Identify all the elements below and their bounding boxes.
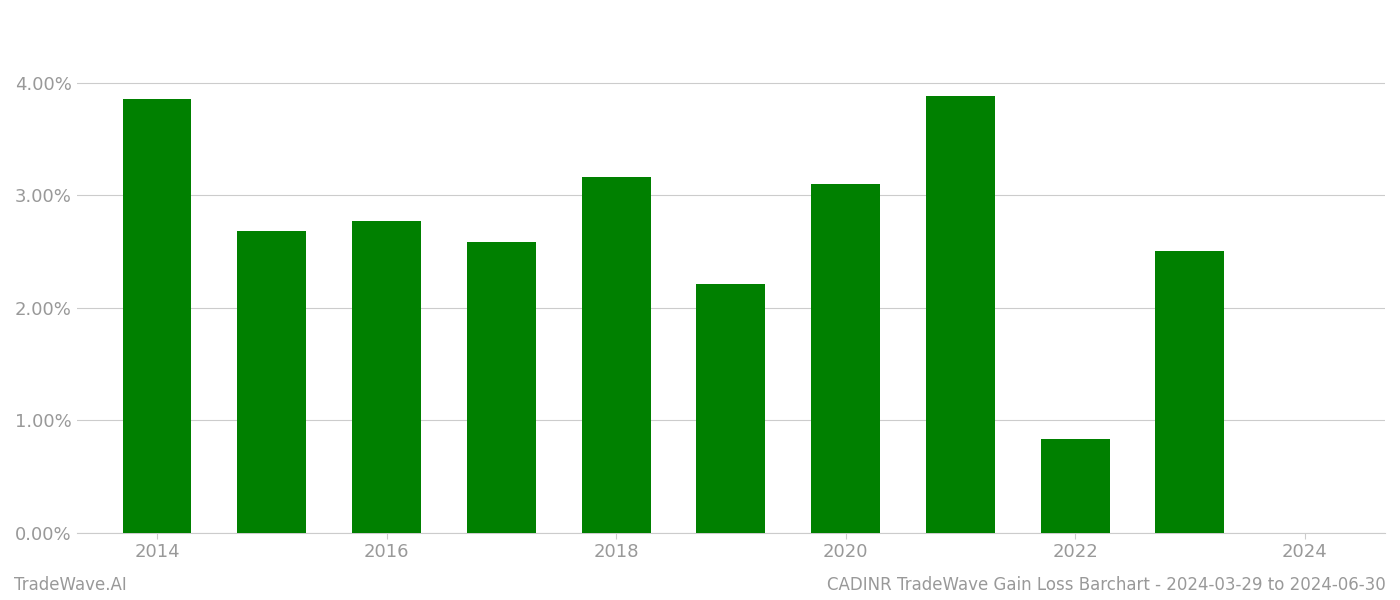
Bar (353, 221, 421, 533)
Bar (1155, 251, 1225, 533)
Bar (925, 96, 995, 533)
Text: CADINR TradeWave Gain Loss Barchart - 2024-03-29 to 2024-06-30: CADINR TradeWave Gain Loss Barchart - 20… (827, 576, 1386, 594)
Bar (1040, 439, 1110, 533)
Bar (581, 177, 651, 533)
Text: TradeWave.AI: TradeWave.AI (14, 576, 127, 594)
Bar (468, 242, 536, 533)
Bar (696, 284, 766, 533)
Bar (238, 231, 307, 533)
Bar (123, 100, 192, 533)
Bar (811, 184, 881, 533)
